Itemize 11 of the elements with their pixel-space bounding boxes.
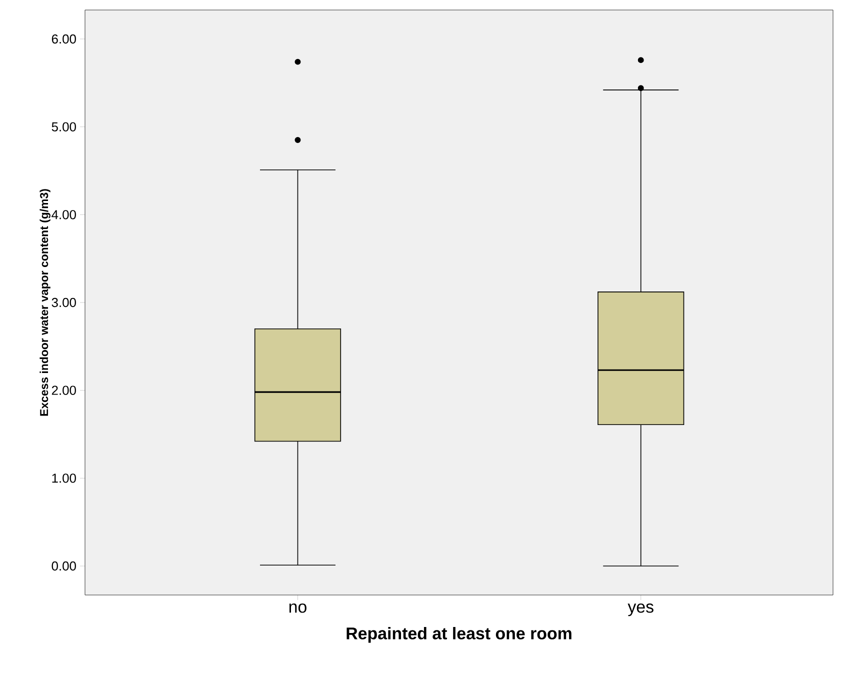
- y-tick-label: 6.00: [52, 34, 76, 44]
- y-axis-title: Excess indoor water vapor content (g/m3): [40, 189, 50, 416]
- y-tick-label: 5.00: [52, 122, 76, 132]
- x-axis-title: Repainted at least one room: [346, 626, 572, 643]
- y-tick-label: 4.00: [52, 210, 76, 220]
- y-tick-label: 1.00: [52, 474, 76, 483]
- x-tick-label: no: [289, 604, 306, 613]
- y-tick-label: 3.00: [52, 298, 76, 308]
- x-tick-label: yes: [628, 604, 654, 616]
- y-tick-label: 0.00: [52, 561, 76, 571]
- y-tick-label: 2.00: [52, 386, 76, 395]
